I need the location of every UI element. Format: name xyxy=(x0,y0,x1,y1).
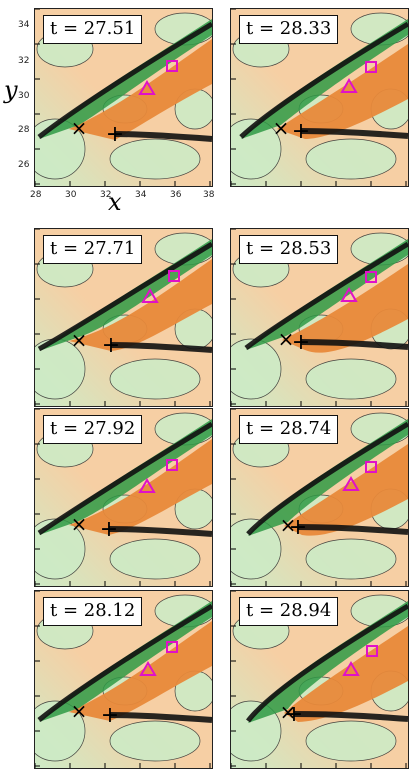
plus-marker: + xyxy=(106,122,124,147)
green-region xyxy=(109,538,201,580)
time-label: t = 28.33 xyxy=(239,15,339,44)
green-region xyxy=(305,720,397,762)
plus-marker: + xyxy=(100,517,118,542)
ridge-line-upper xyxy=(239,21,408,139)
green-region xyxy=(231,338,282,400)
triangle-marker xyxy=(342,476,360,491)
x-tick: 28 xyxy=(30,190,42,200)
square-marker xyxy=(166,641,178,653)
plus-marker: + xyxy=(285,702,303,727)
orange-band xyxy=(282,264,408,353)
square-marker xyxy=(168,270,180,282)
x-tick: 30 xyxy=(65,190,77,200)
x-tick: 38 xyxy=(203,190,215,200)
x-marker: × xyxy=(273,116,290,140)
green-region xyxy=(109,720,201,762)
square-marker xyxy=(166,60,178,72)
y-tick: 28 xyxy=(18,125,30,135)
x-marker: × xyxy=(280,700,297,724)
ridge-line-upper xyxy=(244,241,408,350)
ridge-line-lower xyxy=(108,526,212,537)
x-tick: 32 xyxy=(100,190,112,200)
square-marker xyxy=(365,271,377,283)
square-marker xyxy=(365,61,377,73)
green-region xyxy=(109,138,201,180)
triangle-marker xyxy=(141,288,159,303)
ridge-line-upper xyxy=(37,603,212,722)
plus-marker: + xyxy=(289,515,307,540)
x-marker: × xyxy=(278,327,295,351)
ridge-line-upper xyxy=(246,421,408,536)
x-marker: × xyxy=(280,513,297,537)
time-label: t = 28.94 xyxy=(239,597,339,626)
time-label: t = 27.51 xyxy=(43,15,143,44)
x-axis-label: x xyxy=(108,188,122,216)
orange-band xyxy=(69,621,212,721)
panel-6: × + t = 28.74 xyxy=(230,408,409,587)
green-region xyxy=(231,700,282,762)
triangle-marker xyxy=(139,661,157,676)
ridge-line-upper xyxy=(37,21,212,139)
time-label: t = 27.71 xyxy=(43,235,143,264)
ridge-line-upper xyxy=(37,241,212,352)
x-marker: × xyxy=(71,116,88,140)
panel-8: × + t = 28.94 xyxy=(230,590,409,769)
panel-4: × + t = 28.53 xyxy=(230,228,409,407)
square-marker xyxy=(166,459,178,471)
triangle-marker xyxy=(138,80,156,95)
ridge-line-lower xyxy=(297,524,408,535)
time-label: t = 28.53 xyxy=(239,235,339,264)
green-region xyxy=(109,358,201,400)
time-label: t = 28.74 xyxy=(239,415,339,444)
triangle-marker xyxy=(340,287,358,302)
ridge-line-upper xyxy=(246,603,408,723)
square-marker xyxy=(365,461,377,473)
y-tick: 26 xyxy=(18,160,30,170)
y-tick: 32 xyxy=(18,56,30,66)
y-axis-label: y xyxy=(4,76,18,104)
y-tick: 34 xyxy=(18,20,30,30)
plus-marker: + xyxy=(292,119,310,144)
ridge-line-lower xyxy=(114,131,212,142)
orange-band xyxy=(69,439,212,535)
field-image: ×+ xyxy=(231,229,408,406)
x-marker: × xyxy=(71,699,88,723)
plus-marker: + xyxy=(102,333,120,358)
square-marker xyxy=(366,645,378,657)
panel-5: × + t = 27.92 xyxy=(34,408,213,587)
ridge-line-lower xyxy=(293,711,408,722)
green-region xyxy=(231,518,282,580)
y-tick: 30 xyxy=(18,91,30,101)
green-region xyxy=(305,358,397,400)
triangle-marker xyxy=(340,78,358,93)
orange-band xyxy=(69,259,212,351)
triangle-marker xyxy=(342,661,360,676)
ridge-line-lower xyxy=(109,712,212,723)
ridge-line-upper xyxy=(37,421,212,536)
green-region xyxy=(35,518,86,580)
plus-marker: + xyxy=(292,330,310,355)
panel-3: × + t = 27.71 xyxy=(34,228,213,407)
panel-7: × + t = 28.12 xyxy=(34,590,213,769)
x-tick: 34 xyxy=(135,190,147,200)
x-tick: 36 xyxy=(170,190,182,200)
ridge-line-lower xyxy=(110,342,212,353)
ridge-line-lower xyxy=(300,128,408,139)
green-region xyxy=(305,538,397,580)
panel-2: × + t = 28.33 xyxy=(230,8,409,187)
x-marker: × xyxy=(71,512,88,536)
time-label: t = 28.12 xyxy=(43,597,143,626)
plus-marker: + xyxy=(101,703,119,728)
panel-1: × + t = 27.51 xyxy=(34,8,213,187)
ridge-line-lower xyxy=(300,339,408,350)
green-region xyxy=(305,138,397,180)
triangle-marker xyxy=(138,478,156,493)
x-marker: × xyxy=(71,328,88,352)
time-label: t = 27.92 xyxy=(43,415,143,444)
field-image: ×+ xyxy=(35,229,212,406)
